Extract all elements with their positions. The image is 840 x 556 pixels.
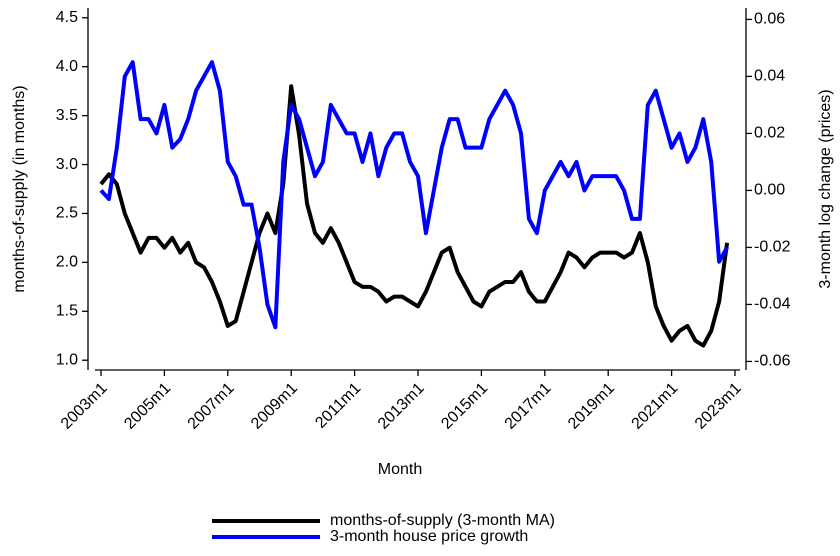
y-tick-label: 1.0 <box>56 351 78 368</box>
y-axis-label: months-of-supply (in months) <box>11 85 28 292</box>
x-tick-label: 2007m1 <box>185 380 238 433</box>
x-tick-label: 2023m1 <box>692 380 745 433</box>
y-tick-label: 4.0 <box>56 58 78 75</box>
y-tick-label: 2.0 <box>56 254 78 271</box>
x-tick-label: 2015m1 <box>438 380 491 433</box>
y-tick-label: 4.5 <box>56 9 78 26</box>
x-tick-label: 2017m1 <box>502 380 555 433</box>
y2-tick-label: 0.02 <box>754 125 785 142</box>
y-tick-label: 1.5 <box>56 303 78 320</box>
x-tick-label: 2003m1 <box>58 380 111 433</box>
y-tick-label: 2.5 <box>56 205 78 222</box>
x-tick-label: 2005m1 <box>121 380 174 433</box>
series-line <box>99 84 730 348</box>
x-tick-label: 2009m1 <box>248 380 301 433</box>
legend-label: 3-month house price growth <box>330 528 528 545</box>
y2-tick-label: -0.06 <box>754 353 791 370</box>
x-tick-label: 2011m1 <box>312 380 364 432</box>
y2-tick-label: -0.04 <box>754 296 791 313</box>
y2-tick-label: 0.00 <box>754 182 785 199</box>
x-tick-label: 2013m1 <box>375 380 428 433</box>
y2-axis-label: 3-month log change (prices) <box>817 89 834 288</box>
x-tick-label: 2021m1 <box>629 380 682 433</box>
x-axis-label: Month <box>378 461 422 478</box>
y2-tick-label: 0.06 <box>754 11 785 28</box>
y2-tick-label: -0.02 <box>754 239 791 256</box>
y-tick-label: 3.0 <box>56 156 78 173</box>
legend-label: months-of-supply (3-month MA) <box>330 512 555 529</box>
y-tick-label: 3.5 <box>56 107 78 124</box>
y2-tick-label: 0.04 <box>754 68 785 85</box>
series-line <box>99 60 729 330</box>
x-tick-label: 2019m1 <box>565 380 618 433</box>
